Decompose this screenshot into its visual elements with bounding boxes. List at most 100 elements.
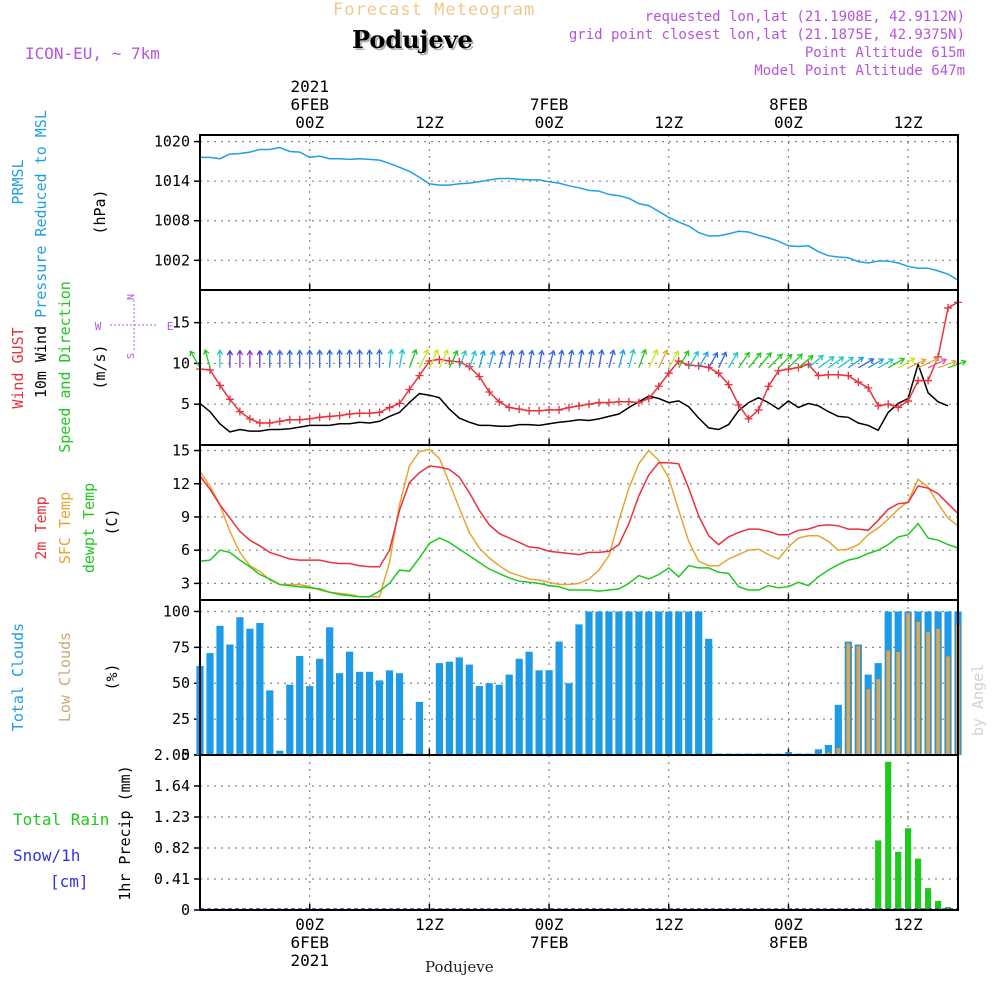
wind-direction-arrow [236, 349, 244, 368]
gust-marker [724, 380, 733, 389]
total-cloud-bar [665, 611, 673, 755]
y-tick-label: 15 [172, 314, 190, 332]
gust-marker [664, 369, 673, 378]
total-cloud-bar [286, 684, 294, 755]
pressure-label-short: PRMSL [9, 159, 27, 204]
wind-direction-arrow [618, 348, 626, 368]
wind-direction-arrow [867, 358, 885, 369]
gust-marker [644, 394, 653, 403]
total-cloud-bar [256, 623, 264, 755]
panel-frame [199, 754, 959, 911]
top-time-label: 12Z [654, 113, 683, 132]
snow-unit-label: [cm] [50, 872, 89, 891]
pressure-line [200, 146, 959, 281]
wind-direction-arrow [203, 348, 211, 368]
y-tick-label: 3 [181, 574, 190, 592]
wind-direction-arrow [306, 349, 313, 368]
total-cloud-bar [206, 653, 214, 755]
y-tick-label: 0 [181, 746, 190, 764]
wind-direction-arrow [688, 350, 699, 369]
gust-marker [754, 405, 763, 414]
wind-direction-arrow [648, 348, 659, 369]
wind-direction-arrow [286, 349, 293, 368]
rain-bar [895, 851, 902, 910]
total-cloud-bar [675, 611, 683, 755]
y-tick-label: 1020 [154, 133, 190, 151]
gust-marker [545, 405, 554, 414]
wind-direction-arrow [518, 349, 525, 368]
gust-marker [854, 378, 863, 387]
total-cloud-bar [395, 673, 404, 755]
model-label: ICON-EU, ~ 7km [25, 44, 160, 63]
top-time-label: 00Z [774, 113, 803, 132]
rain-bar [915, 858, 922, 910]
wind-direction-arrow [827, 356, 845, 369]
total-cloud-bar [605, 611, 613, 755]
wind-speed-line [199, 361, 949, 433]
gust-marker [674, 356, 683, 365]
total-cloud-bar [356, 671, 364, 755]
bottom-time-label: 00Z [774, 915, 803, 934]
wind-direction-arrow [628, 348, 636, 368]
gust-marker [814, 371, 823, 380]
total-cloud-bar [585, 611, 593, 755]
sfc-temp-line [199, 448, 959, 598]
gust-marker [505, 403, 514, 412]
gust-marker [714, 369, 723, 378]
wind-direction-arrow [758, 351, 772, 369]
snow-label: Snow/1h [13, 846, 80, 865]
gust-marker [475, 372, 484, 381]
gust-marker [495, 397, 504, 406]
wind-direction-arrow [937, 359, 958, 369]
compass-west-label: W [95, 320, 102, 333]
grid-point: grid point closest lon,lat (21.1875E, 42… [568, 27, 965, 43]
compass-south-label: S [126, 353, 137, 359]
wind-direction-arrow [668, 350, 680, 369]
total-cloud-bar [575, 624, 583, 755]
y-tick-label: 1002 [154, 251, 190, 269]
bottom-time-label: 12Z [654, 915, 683, 934]
gust-marker [694, 361, 703, 370]
gust-marker [385, 403, 394, 412]
total-cloud-bar [366, 671, 374, 755]
top-time-label: 00Z [535, 113, 564, 132]
low-cloud-bar [905, 612, 911, 756]
total-cloud-bar [635, 611, 643, 755]
wind-direction-arrow [418, 348, 430, 369]
total-cloud-bar [695, 611, 703, 755]
wind-direction-arrow [296, 349, 303, 368]
wind-direction-arrow [428, 348, 439, 369]
gust-marker [804, 360, 813, 369]
gust-marker [944, 303, 953, 312]
y-tick-label: 0.82 [154, 839, 190, 857]
total-cloud-bar [625, 611, 633, 755]
wind-direction-arrow [398, 348, 406, 368]
wind-direction-arrow [578, 349, 585, 368]
wind-direction-arrow [548, 349, 556, 368]
wind-direction-arrow [226, 349, 234, 368]
gust-marker [295, 415, 304, 424]
total-cloud-bar [595, 611, 603, 755]
total-cloud-bar [276, 750, 284, 755]
wind-direction-arrow [366, 348, 373, 368]
model-altitude: Model Point Altitude 647m [754, 63, 965, 79]
total-cloud-bar [385, 670, 394, 755]
y-tick-label: 1008 [154, 212, 190, 230]
gust-marker [435, 355, 444, 364]
total-clouds-label: Total Clouds [9, 623, 27, 731]
wind-direction-arrow [917, 357, 940, 369]
bottom-time-label: 2021 [290, 951, 329, 970]
compass-north-label: N [126, 294, 137, 300]
low-cloud-bar [855, 645, 861, 756]
total-cloud-bar [326, 627, 334, 755]
total-rain-label: Total Rain [13, 810, 109, 829]
gust-marker [355, 409, 364, 418]
total-cloud-bar [515, 658, 523, 755]
gust-marker [275, 417, 284, 426]
wind-direction-arrow [488, 349, 496, 368]
y-tick-label: 12 [172, 475, 190, 493]
total-cloud-bar [824, 745, 832, 755]
bottom-time-label: 7FEB [530, 933, 569, 952]
clouds-unit: (%) [103, 663, 121, 690]
